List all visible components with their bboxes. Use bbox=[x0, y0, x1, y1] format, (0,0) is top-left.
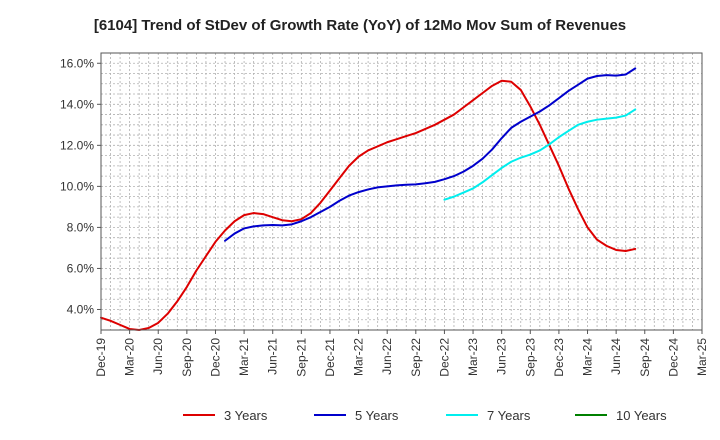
x-tick-label: Dec-19 bbox=[94, 338, 108, 377]
series-line-3-years bbox=[100, 79, 637, 331]
x-tick-label: Sep-23 bbox=[523, 338, 537, 377]
x-tick-label: Mar-21 bbox=[237, 338, 251, 376]
x-tick-label: Dec-20 bbox=[208, 338, 222, 377]
x-tick-label: Mar-22 bbox=[352, 338, 366, 376]
x-tick-label: Jun-21 bbox=[266, 338, 280, 375]
x-tick-label: Dec-22 bbox=[437, 338, 451, 377]
legend: 3 Years 5 Years 7 Years 10 Years bbox=[183, 408, 667, 423]
x-tick-label: Jun-23 bbox=[495, 338, 509, 375]
series-lines bbox=[100, 67, 637, 331]
legend-label: 10 Years bbox=[616, 408, 667, 423]
y-tick-label: 10.0% bbox=[60, 179, 94, 193]
x-tick-label: Dec-21 bbox=[323, 338, 337, 377]
y-tick-label: 8.0% bbox=[67, 220, 95, 234]
plot-frame bbox=[100, 52, 703, 331]
y-tick-label: 6.0% bbox=[67, 261, 95, 275]
legend-label: 5 Years bbox=[355, 408, 399, 423]
x-tick-label: Mar-25 bbox=[695, 338, 709, 376]
x-tick-label: Jun-24 bbox=[609, 338, 623, 375]
x-tick-label: Jun-22 bbox=[380, 338, 394, 375]
y-axis-ticks: 4.0% 6.0% 8.0% 10.0% 12.0% 14.0% 16.0% bbox=[60, 56, 101, 316]
x-tick-label: Dec-24 bbox=[666, 338, 680, 377]
legend-label: 7 Years bbox=[487, 408, 531, 423]
y-tick-label: 16.0% bbox=[60, 56, 94, 70]
y-tick-label: 12.0% bbox=[60, 138, 94, 152]
x-tick-label: Jun-20 bbox=[151, 338, 165, 375]
y-tick-label: 4.0% bbox=[67, 302, 95, 316]
x-tick-label: Sep-24 bbox=[638, 338, 652, 377]
series-line-7-years bbox=[443, 108, 637, 201]
series-line-5-years bbox=[224, 67, 637, 242]
x-axis-ticks: Dec-19 Mar-20 Jun-20 Sep-20 Dec-20 Mar-21 Jun-… bbox=[94, 330, 709, 377]
grid bbox=[101, 53, 702, 330]
x-tick-label: Sep-21 bbox=[294, 338, 308, 377]
legend-label: 3 Years bbox=[224, 408, 268, 423]
x-tick-label: Mar-20 bbox=[123, 338, 137, 376]
x-tick-label: Mar-24 bbox=[581, 338, 595, 376]
y-tick-label: 14.0% bbox=[60, 97, 94, 111]
x-tick-label: Sep-22 bbox=[409, 338, 423, 377]
x-tick-label: Mar-23 bbox=[466, 338, 480, 376]
x-tick-label: Dec-23 bbox=[552, 338, 566, 377]
chart-title: [6104] Trend of StDev of Growth Rate (Yo… bbox=[94, 17, 626, 34]
x-tick-label: Sep-20 bbox=[180, 338, 194, 377]
